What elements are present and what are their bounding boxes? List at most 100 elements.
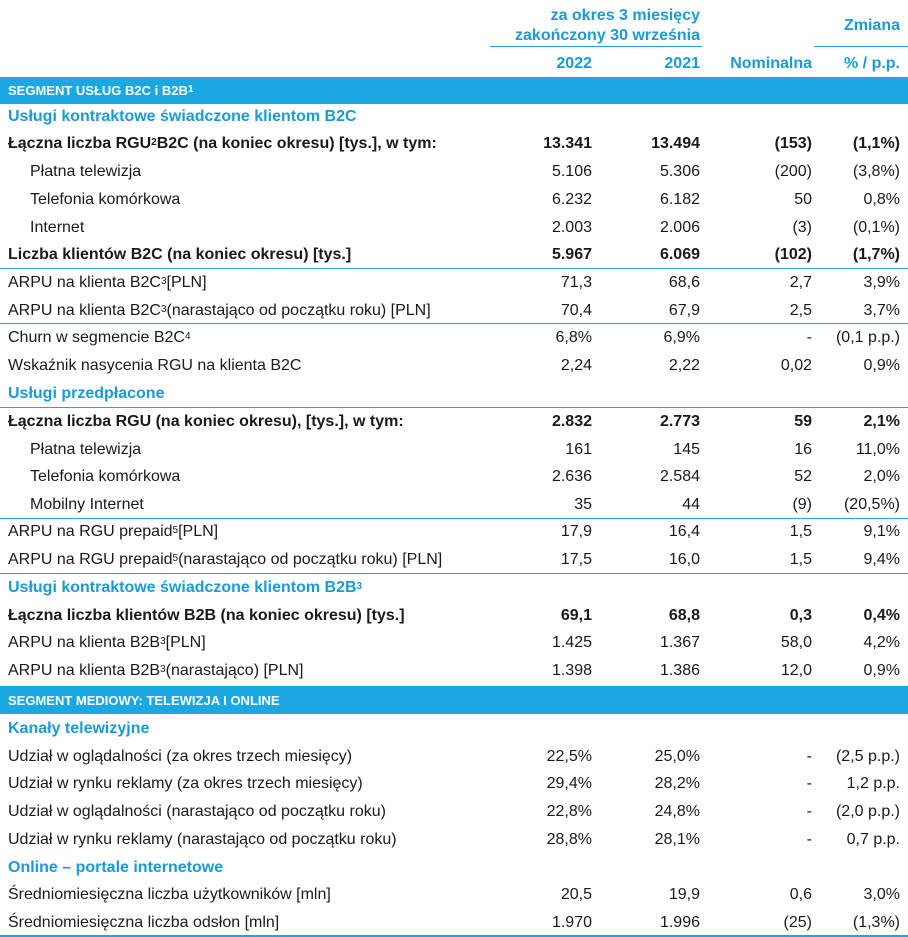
row-label-text: Telefonia komórkowa <box>30 467 181 485</box>
section-heading: Usługi przedpłacone <box>0 380 908 407</box>
value-2022: 13.341 <box>543 134 592 152</box>
value-2021: 6.182 <box>659 190 700 208</box>
value-2021: 145 <box>673 440 700 458</box>
value-pct-change: 3,0% <box>863 885 900 903</box>
row-divider <box>0 101 908 102</box>
table-row: Udział w rynku reklamy (za okres trzech … <box>0 770 908 797</box>
table-row: Churn w segmencie B2C 4 6,8% 6,9% - (0,1 p.p.… <box>0 324 908 351</box>
value-2021: 13.494 <box>651 134 700 152</box>
value-2022: 161 <box>565 440 592 458</box>
value-2021: 6,9% <box>663 328 700 346</box>
row-label: Telefonia komórkowa <box>30 186 530 213</box>
row-label: ARPU na klienta B2B 3 [PLN] <box>8 633 206 651</box>
row-label-text: Płatna telewizja <box>30 440 142 458</box>
value-nominal-change: (3) <box>792 218 812 236</box>
row-label-suffix: (narastająco od początku roku) [PLN] <box>178 550 443 568</box>
row-label-text: ARPU na klienta B2C <box>8 273 161 291</box>
value-2021: 24,8% <box>654 802 700 820</box>
row-label-text: ARPU na klienta B2B <box>8 661 161 679</box>
value-2022: 17,5 <box>560 550 592 568</box>
value-2022: 6.232 <box>551 190 592 208</box>
table-row: Płatna telewizja 5.106 5.306 (200) (3,8%) <box>0 158 908 185</box>
value-2022: 2,24 <box>560 356 592 374</box>
table-row: Udział w oglądalności (narastająco od po… <box>0 798 908 825</box>
value-2021: 68,6 <box>668 273 700 291</box>
row-label-text: Telefonia komórkowa <box>30 190 181 208</box>
value-2021: 67,9 <box>668 301 700 319</box>
value-2022: 20,5 <box>560 885 592 903</box>
row-label: Usługi kontraktowe świadczone klientom B… <box>8 578 363 596</box>
row-label-text: Wskaźnik nasycenia RGU na klienta B2C <box>8 356 302 374</box>
value-2021: 16,0 <box>668 550 700 568</box>
header-col-nominal: Nominalna <box>730 55 812 72</box>
row-label-text: Łączna liczba RGU <box>8 134 152 152</box>
value-2021: 1.386 <box>659 661 700 679</box>
table-row: Mobilny Internet 35 44 (9) (20,5%) <box>0 491 908 518</box>
value-pct-change: 9,1% <box>863 522 900 540</box>
row-label-suffix: (narastająco od początku roku) [PLN] <box>166 301 431 319</box>
header-rule-change <box>814 46 908 47</box>
value-2021: 68,8 <box>668 606 700 624</box>
row-label-suffix: B2C (na koniec okresu) [tys.], w tym: <box>156 134 437 152</box>
value-nominal-change: 0,6 <box>789 885 812 903</box>
row-label-suffix: (narastająco) [PLN] <box>165 661 304 679</box>
value-pct-change: 0,9% <box>863 356 900 374</box>
row-divider <box>0 268 908 269</box>
row-label: Płatna telewizja <box>30 158 530 185</box>
row-label: ARPU na klienta B2C 3 (narastająco od poc… <box>8 301 431 319</box>
value-nominal-change: 2,5 <box>789 301 812 319</box>
value-nominal-change: - <box>806 774 812 792</box>
table-row: Średniomiesięczna liczba odsłon [mln] 1.9… <box>0 909 908 936</box>
value-pct-change: 4,2% <box>863 633 900 651</box>
row-label-suffix: [PLN] <box>178 522 219 540</box>
value-pct-change: 2,1% <box>863 412 900 430</box>
row-label-text: Łączna liczba klientów B2B (na koniec ok… <box>8 606 405 624</box>
value-pct-change: 3,7% <box>863 301 900 319</box>
value-nominal-change: - <box>806 830 812 848</box>
row-label: Online – portale internetowe <box>8 854 508 881</box>
value-2022: 35 <box>574 495 592 513</box>
row-divider <box>0 935 908 937</box>
row-label-text: SEGMENT USŁUG B2C i B2B <box>8 83 188 98</box>
row-label: Udział w rynku reklamy (narastająco od p… <box>8 826 508 853</box>
value-2022: 70,4 <box>560 301 592 319</box>
row-divider <box>0 323 908 324</box>
table-row: Udział w rynku reklamy (narastająco od p… <box>0 826 908 853</box>
row-label-text: Usługi kontraktowe świadczone klientom B… <box>8 578 357 596</box>
row-label-text: Liczba klientów B2C (na koniec okresu) [… <box>8 245 352 263</box>
table-row: ARPU na RGU prepaid 5 [PLN] 17,9 16,4 1,5 9,1… <box>0 518 908 545</box>
row-label-text: Kanały telewizyjne <box>8 719 150 737</box>
row-label-text: ARPU na klienta B2C <box>8 301 161 319</box>
value-2022: 22,5% <box>546 747 592 765</box>
table-row: ARPU na klienta B2B 3 [PLN] 1.425 1.367 58,0… <box>0 629 908 656</box>
value-nominal-change: 1,5 <box>789 522 812 540</box>
value-pct-change: (2,0 p.p.) <box>835 802 900 820</box>
value-nominal-change: (9) <box>792 495 812 513</box>
value-2021: 5.306 <box>659 162 700 180</box>
row-label: Internet <box>30 214 530 241</box>
value-2021: 44 <box>682 495 700 513</box>
table-row: Łączna liczba klientów B2B (na koniec ok… <box>0 602 908 629</box>
section-heading: Online – portale internetowe <box>0 854 908 881</box>
row-label-text: Łączna liczba RGU (na koniec okresu), [t… <box>8 412 404 430</box>
row-divider <box>0 686 908 687</box>
value-pct-change: (1,1%) <box>852 134 900 152</box>
table-row: ARPU na RGU prepaid 5 (narastająco od poc… <box>0 546 908 573</box>
row-label-text: ARPU na klienta B2B <box>8 633 161 651</box>
row-label: ARPU na RGU prepaid 5 (narastająco od poc… <box>8 550 443 568</box>
row-label-text: Udział w rynku reklamy (narastająco od p… <box>8 830 397 848</box>
row-divider <box>0 518 908 519</box>
value-nominal-change: - <box>806 328 812 346</box>
row-label: ARPU na klienta B2C 3 [PLN] <box>8 273 207 291</box>
value-nominal-change: 12,0 <box>780 661 812 679</box>
row-label: Mobilny Internet <box>30 491 530 518</box>
value-pct-change: (1,3%) <box>852 913 900 931</box>
row-label-text: Udział w rynku reklamy (za okres trzech … <box>8 774 363 792</box>
value-nominal-change: 1,5 <box>789 550 812 568</box>
value-pct-change: (20,5%) <box>843 495 900 513</box>
section-heading: Kanały telewizyjne <box>0 715 908 742</box>
row-label: Łączna liczba RGU (na koniec okresu), [t… <box>8 408 508 435</box>
value-2021: 2.584 <box>659 467 700 485</box>
value-nominal-change: - <box>806 802 812 820</box>
header-rule <box>490 46 702 47</box>
